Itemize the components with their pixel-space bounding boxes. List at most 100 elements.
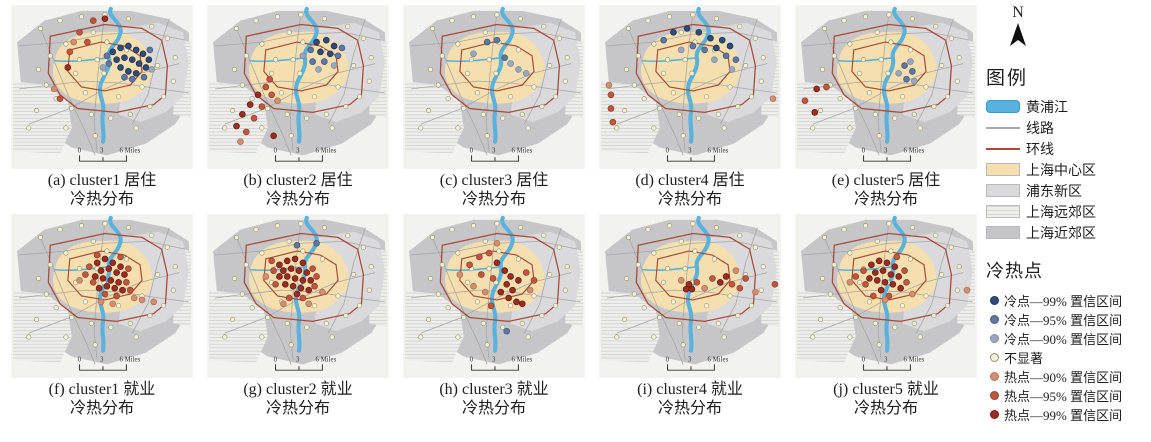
ns-dot [911,111,917,117]
ns-dot [155,271,161,278]
ns-dot [329,125,335,131]
huangpu-river [97,215,123,353]
ns-dot [323,320,329,326]
scale-bar: 0 3 6 Miles [666,147,729,162]
cold-spot-dot-cold95 [701,46,708,54]
caption-line-2: 冷热分布 [69,191,134,208]
ns-dot [666,14,673,20]
point-legend-item: 冷点—90% 置信区间 [990,329,1149,348]
hot-spot-dot-hot95 [313,273,320,280]
hot-spot-dot-hot99 [297,284,305,292]
hot-spot-dot-hot95 [823,83,830,91]
ns-dot [108,115,114,121]
ns-dot [127,111,133,117]
hot90-dot-icon [990,372,999,381]
ns-dot [641,96,647,102]
hot-spot-dot-hot99 [868,261,875,269]
hot-spot-dot-hot95 [56,95,64,103]
caption-line-2: 冷热分布 [265,191,330,208]
hot-spot-dot-hot95 [250,114,258,122]
metro-line [616,63,768,125]
ns-dot [125,225,131,231]
ns-dot [259,250,265,256]
ns-dot [614,125,620,131]
ns-dot [556,35,562,41]
ns-dot [253,18,259,24]
cold-spot-dot-cold95 [903,75,910,83]
ns-dot [727,293,733,299]
ns-dot [243,53,249,59]
map-h: 0 3 6 Miles [403,214,585,378]
map-caption: (c) cluster3 居住 冷热分布 [440,171,548,209]
point-legend-label: 冷点—99% 置信区间 [1004,294,1123,309]
ns-dot [104,248,110,254]
ns-dot [841,227,847,233]
hot-spot-dot-hot95 [530,277,538,284]
ns-dot [102,221,108,227]
cold-spot-dot-cold90 [148,66,156,73]
legend-item: 浦东新区 [986,180,1149,201]
metro-line [485,12,498,152]
ns-dot [500,324,506,330]
metro-line [812,63,964,125]
hot-spot-dot-hot99 [280,267,287,274]
scale-bar: 0 3 6 Miles [274,147,337,162]
ns-dot [564,55,570,61]
ns-dot [94,57,100,63]
ns-dot [147,103,153,110]
ns-dot [539,312,545,319]
cold-spot-dot-cold99 [726,42,734,50]
map-c: 0 3 6 Miles [403,5,585,169]
hot-spot-dot-hot90 [481,288,489,296]
hot-spot-dot-hot90 [274,97,281,104]
ns-dot [888,39,894,45]
cold-spot-dot-cold99 [135,60,143,67]
map-panel-j: 0 3 6 Miles (j) cluster5 就业 冷热分布 [788,214,984,423]
ns-dot [26,125,32,131]
ns-dot [837,96,843,102]
ns-dot [222,334,228,340]
ns-dot [866,299,872,305]
ns-dot [26,334,32,340]
hot-spot-dot-hot90 [732,267,740,274]
ns-dot [345,232,351,239]
ns-dot [426,316,432,322]
scale-tick-3: 3 [884,147,888,154]
cold-spot-dot-cold99 [670,29,677,36]
cold-spot-dot-cold95 [309,58,316,65]
huangpu-river [489,6,515,144]
cold-spot-dot-cold99 [707,34,714,42]
metro-line [289,12,302,152]
metro-line [628,28,684,156]
ns-dot [625,234,632,240]
hot-spot-dot-hot99 [121,271,128,278]
hot-spot-dot-hot95 [311,282,318,290]
ns-dot [874,29,880,35]
ns-dot [88,111,94,117]
ns-dot [47,53,53,59]
legend-swatch-fill-icon [986,226,1020,239]
ns-dot [101,70,107,76]
ns-dot [760,55,766,61]
hot-spot-dot-hot99 [103,282,111,290]
ns-dot [657,105,663,112]
ns-dot [853,314,859,321]
ns-dot [249,96,255,102]
ns-dot [321,225,327,231]
hot-spot-dot-hot95 [801,97,809,104]
cold-spot-dot-cold95 [483,38,491,46]
hot-spot-dot-hot99 [113,269,120,276]
ns-dot [323,111,329,117]
ns-dot [810,334,816,340]
ns-dot [160,94,167,100]
hot-spot-dot-hot99 [722,273,730,280]
ns-dot [428,66,434,72]
hot-spot-dot-hot95 [522,269,530,276]
ns-dot [335,84,341,90]
huangpu-river [489,215,515,353]
legend-item: 黄浦江 [986,96,1149,117]
legend-title: 图例 [986,68,1029,89]
ns-dot [721,125,727,131]
hot-spot-dot-hot95 [869,292,877,300]
ns-dot [53,305,59,311]
